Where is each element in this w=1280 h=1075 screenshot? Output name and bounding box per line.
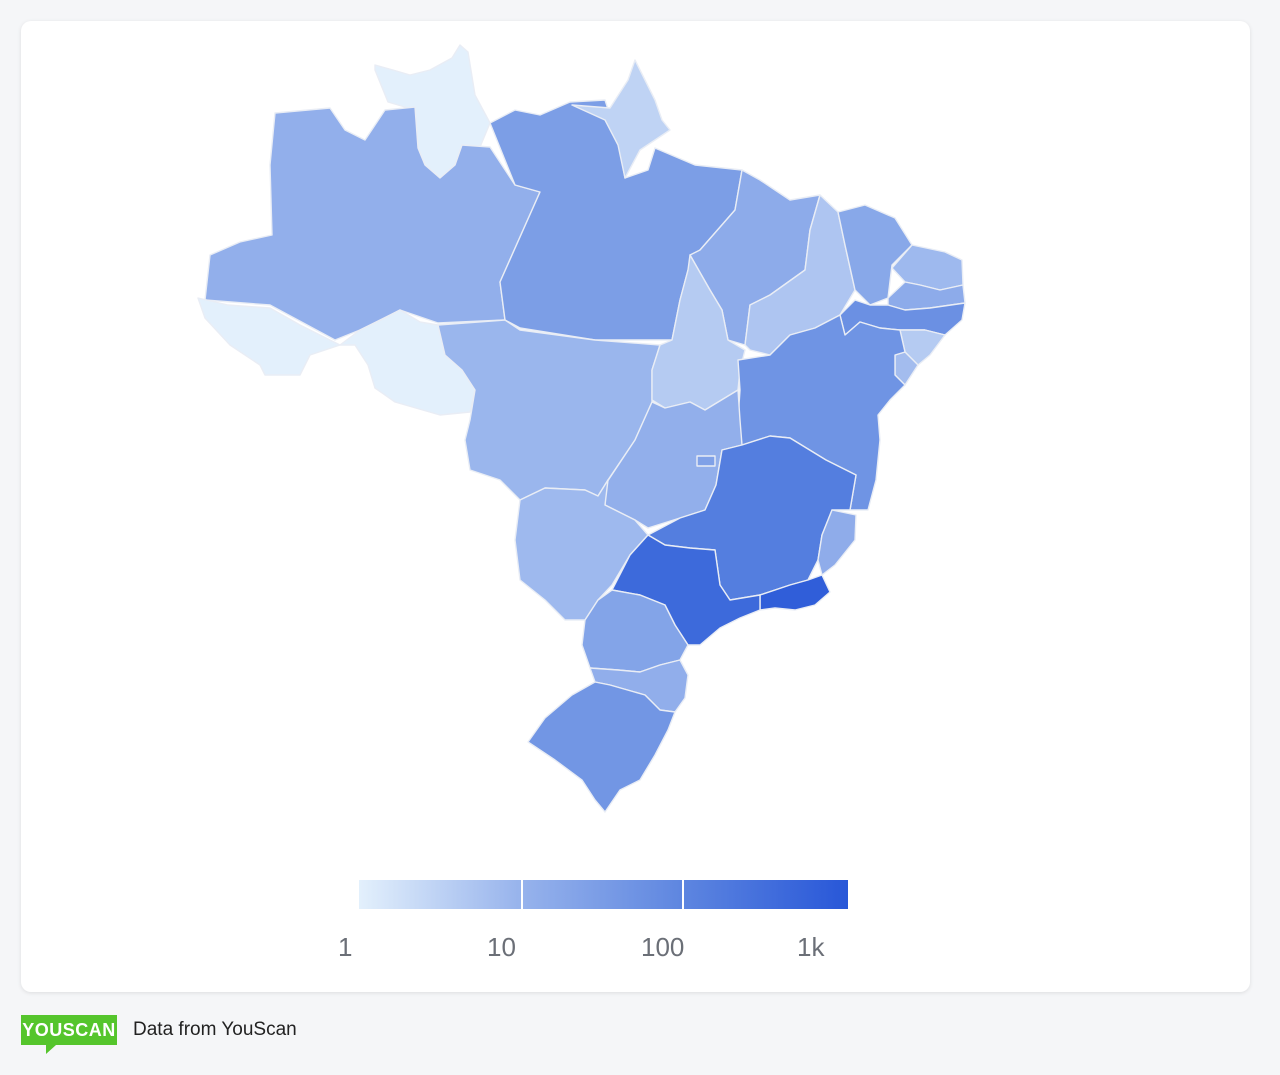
state-espirito-santo[interactable] bbox=[817, 509, 857, 576]
data-source-text: Data from YouScan bbox=[133, 1019, 297, 1040]
youscan-logo[interactable]: YOUSCAN bbox=[21, 1015, 117, 1045]
state-rio-de-janeiro[interactable] bbox=[759, 574, 831, 611]
state-amazonas[interactable] bbox=[204, 106, 541, 341]
brazil-map bbox=[197, 44, 966, 813]
legend-gradient-bar bbox=[359, 880, 848, 909]
map-card: 1 10 100 1k bbox=[21, 21, 1250, 992]
youscan-logo-tail bbox=[46, 1045, 56, 1054]
legend-tick-label: 1k bbox=[797, 932, 825, 962]
legend-tick-label: 10 bbox=[487, 932, 516, 962]
state-distrito-federal[interactable] bbox=[696, 455, 716, 467]
state-amapa[interactable] bbox=[571, 59, 671, 179]
state-rio-grande-do-sul[interactable] bbox=[527, 681, 676, 813]
color-scale-legend bbox=[359, 880, 848, 910]
state-acre[interactable] bbox=[197, 297, 341, 376]
legend-tick-label: 100 bbox=[641, 932, 685, 962]
state-ceara[interactable] bbox=[837, 204, 913, 306]
legend-divider bbox=[682, 880, 684, 909]
legend-tick-label: 1 bbox=[338, 932, 353, 962]
legend-divider bbox=[521, 880, 523, 909]
